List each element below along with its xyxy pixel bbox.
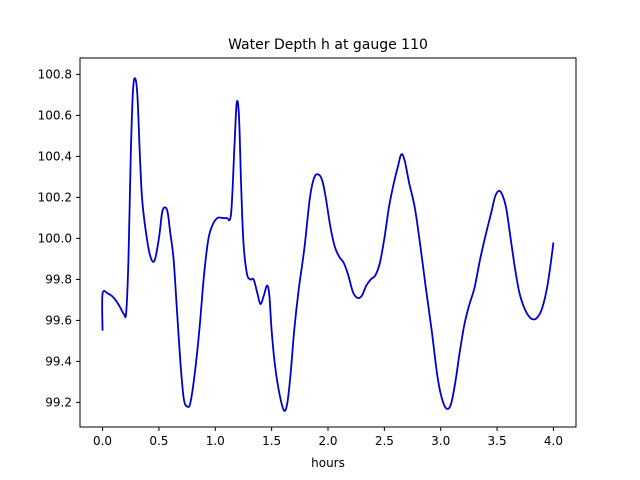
x-tick-label: 0.0	[93, 434, 112, 448]
y-tick-label: 99.6	[45, 313, 72, 327]
series-layer	[101, 77, 555, 412]
chart-title: Water Depth h at gauge 110	[228, 37, 428, 53]
y-tick-label: 100.4	[38, 149, 72, 163]
x-tick-label: 0.5	[149, 434, 168, 448]
y-tick-label: 100.2	[38, 190, 72, 204]
x-tick-label: 2.5	[375, 434, 394, 448]
plot-area	[80, 58, 576, 427]
x-tick-label: 3.5	[488, 434, 507, 448]
x-tick-label: 1.0	[206, 434, 225, 448]
y-tick-label: 99.2	[45, 395, 72, 409]
x-axis-label: hours	[311, 456, 345, 470]
plot-background	[80, 58, 576, 427]
y-tick-label: 99.8	[45, 272, 72, 286]
x-tick-label: 3.0	[431, 434, 450, 448]
y-tick-label: 100.0	[38, 231, 72, 245]
x-tick-label: 1.5	[262, 434, 281, 448]
x-tick-label: 4.0	[544, 434, 563, 448]
y-tick-label: 99.4	[45, 354, 72, 368]
y-axis: 99.2 99.4 99.6 99.8 100.0 100.2 100.4 100.6 100.…	[38, 67, 80, 409]
y-tick-label: 100.8	[38, 67, 72, 81]
x-tick-label: 2.0	[318, 434, 337, 448]
y-tick-label: 100.6	[38, 108, 72, 122]
series-line-0	[101, 77, 555, 412]
x-axis: 0.0 0.5 1.0 1.5 2.0 2.5 3.0 3.5 4.0	[93, 427, 563, 448]
plot-frame	[79, 57, 577, 428]
